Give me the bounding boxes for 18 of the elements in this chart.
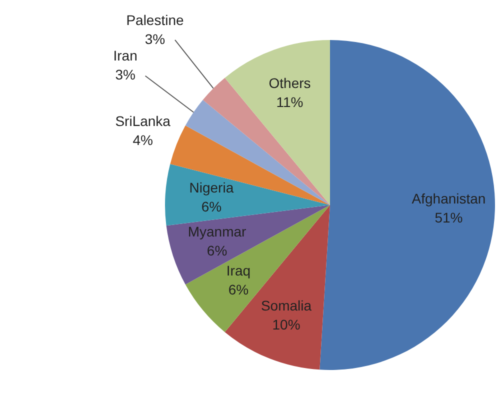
slice-label: Others	[268, 75, 311, 92]
data-label: 6%	[201, 198, 222, 214]
slice-label: Iraq	[226, 262, 251, 279]
slice-label: Nigeria	[189, 179, 234, 196]
slice-label: Afghanistan	[412, 190, 486, 207]
slice-label: Myanmar	[188, 224, 247, 240]
data-label: 11%	[276, 94, 304, 110]
data-label: 3%	[115, 66, 136, 83]
slice-label: Palestine	[126, 12, 184, 28]
slice-label: Iran	[113, 48, 138, 64]
slice-label: SriLanka	[115, 112, 171, 129]
data-label: 6%	[206, 242, 228, 259]
data-label: 3%	[144, 30, 166, 47]
data-label: 6%	[228, 282, 249, 298]
data-label: 51%	[434, 210, 463, 226]
data-label: 10%	[272, 316, 300, 332]
data-label: 4%	[132, 132, 153, 148]
slice-label: Somalia	[260, 297, 312, 314]
